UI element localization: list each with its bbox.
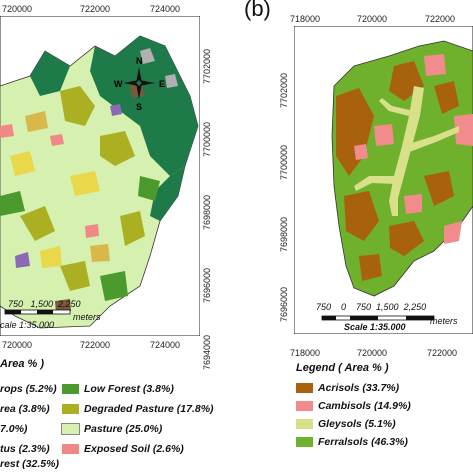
legend-label: Low Forest (3.8%) (84, 383, 174, 395)
legend-label: rea (3.8%) (0, 403, 50, 415)
panel-b-scale-units: meters (430, 316, 458, 326)
legend-swatch (296, 383, 313, 393)
panel-b-bottom-tick: 720000 (357, 348, 388, 358)
panel-b-label: (b) (244, 0, 271, 21)
panel-b-left-tick: 7700000 (279, 144, 289, 180)
legend-label: rops (5.2%) (0, 383, 57, 395)
panel-b-legend-title: Legend ( Area % ) (296, 362, 389, 374)
panel-b-bottom-tick: 718000 (290, 348, 321, 358)
panel-a-top-tick: 720000 (2, 4, 33, 14)
panel-b-top-tick: 722000 (425, 14, 456, 24)
panel-b-bottom-tick: 722000 (427, 348, 458, 358)
panel-a-scale-ratio: cale 1:35.000 (0, 320, 55, 330)
legend-item: Cambisols (14.9%) (296, 400, 411, 412)
legend-label: 7.0%) (0, 423, 28, 435)
legend-item: Gleysols (5.1%) (296, 418, 396, 430)
legend-label: tus (2.3%) (0, 443, 50, 455)
compass-rose (118, 62, 160, 104)
panel-b-left-tick: 7698000 (279, 216, 289, 252)
legend-label: Cambisols (14.9%) (318, 400, 411, 412)
legend-item: Ferralsols (46.3%) (296, 436, 408, 448)
panel-a-bottom-tick: 722000 (80, 340, 111, 350)
legend-swatch (296, 437, 313, 447)
panel-a-scale-units: meters (73, 312, 101, 322)
legend-swatch (296, 419, 313, 429)
panel-a-right-tick: 7694000 (202, 334, 212, 370)
panel-a-bottom-tick: 720000 (2, 340, 33, 350)
panel-a-scale-numbers: 750 1,500 2,250 (8, 299, 81, 309)
legend-item: tus (2.3%) (0, 443, 50, 455)
panel-a-legend-title: Area % ) (0, 358, 45, 370)
legend-label: Degraded Pasture (17.8%) (84, 403, 214, 415)
compass-icon (123, 67, 155, 99)
legend-swatch (61, 423, 80, 435)
panel-a-top-tick: 724000 (150, 4, 181, 14)
panel-a-bottom-tick: 724000 (150, 340, 181, 350)
panel-b-left-tick: 7702000 (279, 72, 289, 108)
legend-swatch (62, 444, 79, 454)
panel-a-right-tick: 7698000 (202, 194, 212, 230)
panel-a-right-tick: 7702000 (202, 48, 212, 84)
panel-b-scale-numbers: 750 0 750 1,500 2,250 (316, 302, 427, 312)
legend-item: Degraded Pasture (17.8%) (62, 403, 214, 415)
legend-label: Gleysols (5.1%) (318, 418, 396, 430)
legend-label: Acrisols (33.7%) (318, 382, 400, 394)
compass-north: N (136, 56, 143, 66)
legend-item: rops (5.2%) (0, 383, 57, 395)
panel-a-right-tick: 7696000 (202, 267, 212, 303)
panel-a-right-tick: 7700000 (202, 121, 212, 157)
legend-item: rest (32.5%) (0, 458, 59, 470)
panel-b-scale-ratio: Scale 1:35.000 (344, 322, 406, 332)
compass-east: E (159, 79, 166, 89)
legend-item: Low Forest (3.8%) (62, 383, 174, 395)
legend-swatch (62, 404, 79, 414)
panel-b-top-tick: 720000 (357, 14, 388, 24)
panel-b-top-tick: 718000 (290, 14, 321, 24)
legend-item: Acrisols (33.7%) (296, 382, 399, 394)
panel-b-left-tick: 7696000 (279, 286, 289, 322)
legend-label: Pasture (25.0%) (84, 423, 163, 435)
legend-item: rea (3.8%) (0, 403, 50, 415)
compass-west: W (114, 79, 123, 89)
legend-swatch (296, 401, 313, 411)
legend-swatch (62, 384, 79, 394)
compass-south: S (136, 102, 143, 112)
panel-a-map (0, 16, 200, 336)
panel-a-top-tick: 722000 (80, 4, 111, 14)
legend-label: Exposed Soil (2.6%) (84, 443, 184, 455)
legend-label: Ferralsols (46.3%) (318, 436, 408, 448)
legend-label: rest (32.5%) (0, 458, 59, 470)
legend-item: 7.0%) (0, 423, 27, 435)
panel-b-map (294, 26, 473, 334)
legend-item: Pasture (25.0%) (61, 423, 163, 435)
legend-item: Exposed Soil (2.6%) (62, 443, 184, 455)
